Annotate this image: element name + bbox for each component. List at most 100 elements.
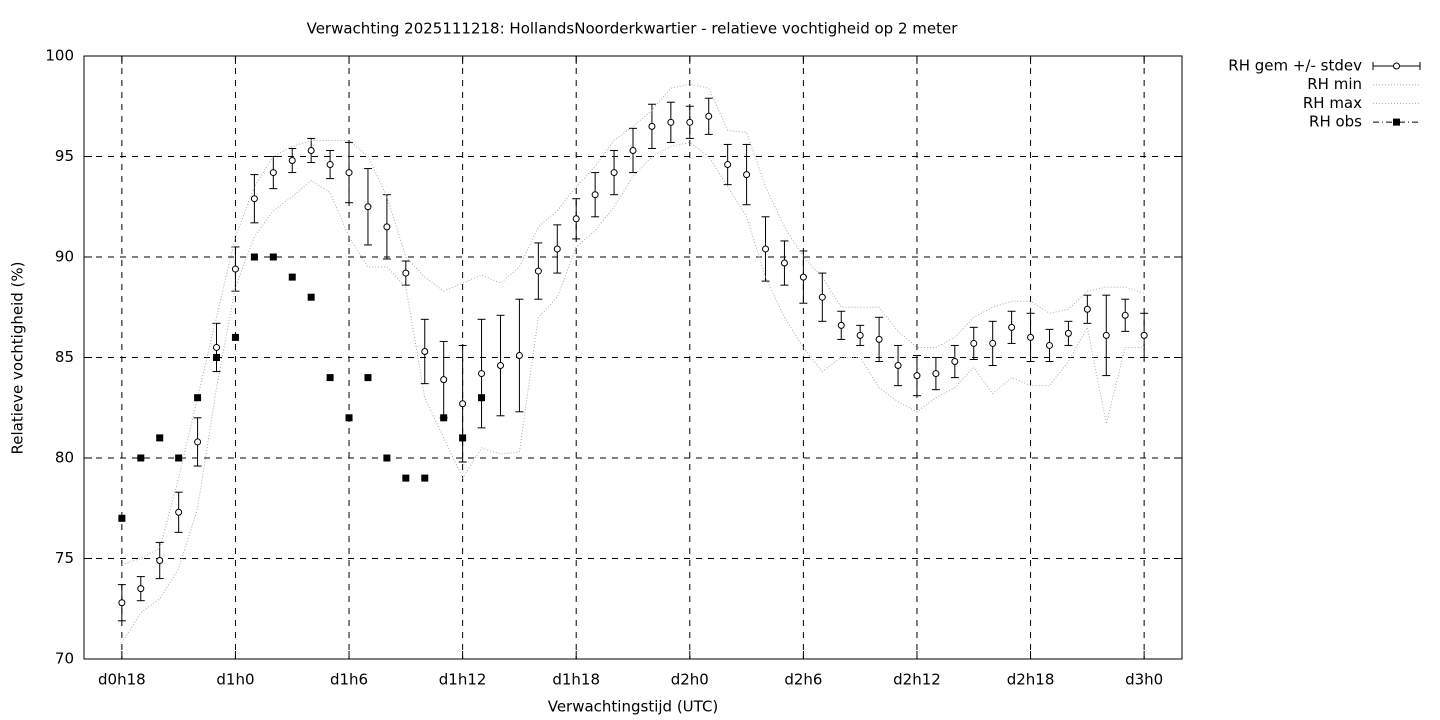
obs-point [231, 333, 239, 341]
mean-point [156, 557, 164, 565]
mean-point [1045, 341, 1053, 349]
mean-point [932, 370, 940, 378]
mean-point [307, 146, 315, 154]
mean-point [459, 400, 467, 408]
mean-point [894, 362, 902, 370]
mean-point [591, 191, 599, 199]
legend-label: RH gem +/- stdev [1228, 57, 1362, 75]
mean-point [799, 273, 807, 281]
mean-point [364, 203, 372, 211]
x-tick-label: d2h12 [893, 671, 941, 689]
mean-point [326, 161, 334, 169]
plot-frame [83, 55, 1183, 660]
x-tick-label: d0h18 [98, 671, 146, 689]
mean-point [1064, 329, 1072, 337]
mean-point [780, 259, 788, 267]
mean-point [478, 370, 486, 378]
mean-point [118, 599, 126, 607]
chart-title: Verwachting 2025111218: HollandsNoorderk… [307, 20, 959, 38]
mean-point [553, 245, 561, 253]
x-tick-label: d1h18 [552, 671, 600, 689]
mean-point [686, 118, 694, 126]
obs-point [459, 434, 467, 442]
y-tick-label: 75 [55, 549, 74, 567]
mean-point [1083, 305, 1091, 313]
legend-sample [1393, 118, 1400, 126]
mean-point [667, 118, 675, 126]
mean-point [515, 351, 523, 359]
obs-point [326, 374, 334, 382]
obs-point [213, 354, 221, 361]
mean-point [345, 169, 353, 177]
mean-point [250, 195, 258, 203]
y-tick-label: 100 [45, 47, 74, 65]
mean-point [705, 112, 713, 120]
mean-point [572, 215, 580, 223]
obs-point [383, 454, 391, 462]
mean-point [421, 347, 429, 355]
mean-point [648, 122, 656, 130]
mean-point [194, 438, 202, 446]
mean-point [496, 362, 504, 370]
legend-label: RH max [1303, 94, 1362, 112]
obs-point [345, 414, 353, 422]
mean-point [534, 267, 542, 275]
mean-point [213, 343, 221, 351]
obs-point [156, 434, 164, 442]
obs-point [175, 454, 183, 462]
range-line [121, 83, 1145, 566]
obs-point [269, 253, 277, 261]
obs-point [307, 293, 315, 301]
obs-point [288, 273, 296, 281]
y-tick-label: 80 [55, 449, 74, 467]
mean-point [175, 508, 183, 516]
obs-point [194, 394, 202, 402]
x-tick-label: d2h0 [671, 671, 709, 689]
mean-point [743, 171, 751, 179]
mean-point [1140, 331, 1148, 339]
obs-point [364, 374, 372, 382]
legend-label: RH min [1307, 75, 1362, 93]
obs-point [402, 474, 410, 482]
mean-point [951, 358, 959, 366]
mean-point [818, 293, 826, 301]
mean-point [231, 265, 239, 273]
y-tick-label: 85 [55, 348, 74, 366]
mean-point [989, 339, 997, 347]
y-tick-label: 90 [55, 248, 74, 266]
mean-point [440, 376, 448, 384]
x-tick-label: d2h6 [784, 671, 822, 689]
obs-point [421, 474, 429, 482]
obs-point [478, 394, 486, 402]
mean-point [1008, 323, 1016, 331]
mean-point [1102, 331, 1110, 339]
mean-point [837, 321, 845, 329]
y-tick-label: 95 [55, 147, 74, 165]
mean-point [913, 372, 921, 380]
legend-sample [1393, 62, 1400, 70]
obs-point [250, 253, 258, 261]
mean-point [1121, 311, 1129, 319]
mean-point [856, 331, 864, 339]
mean-point [970, 339, 978, 347]
obs-point [118, 514, 126, 522]
x-tick-label: d2h18 [1007, 671, 1055, 689]
mean-point [383, 223, 391, 231]
mean-point [1027, 333, 1035, 341]
legend-label: RH obs [1309, 113, 1362, 131]
x-tick-label: d1h12 [439, 671, 487, 689]
mean-point [610, 169, 618, 177]
x-tick-label: d1h6 [330, 671, 368, 689]
x-tick-label: d1h0 [216, 671, 254, 689]
mean-point [629, 146, 637, 154]
y-tick-label: 70 [55, 650, 74, 668]
mean-point [402, 269, 410, 277]
mean-point [288, 157, 296, 165]
mean-point [137, 585, 145, 593]
y-axis-label: Relatieve vochtigheid (%) [9, 261, 27, 454]
mean-point [724, 161, 732, 169]
obs-point [440, 414, 448, 422]
mean-point [762, 245, 770, 253]
